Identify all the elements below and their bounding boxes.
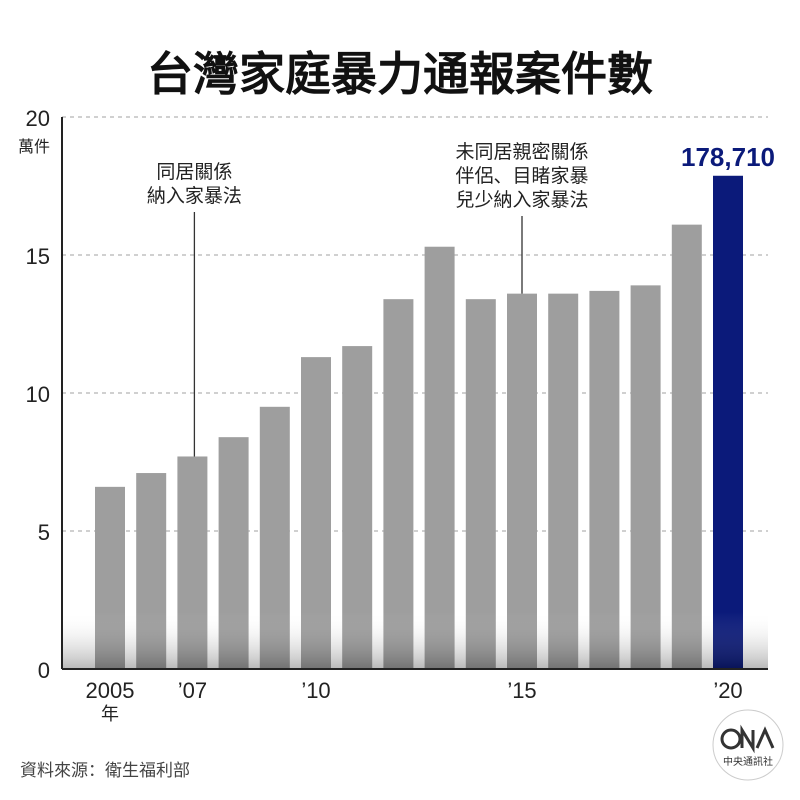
y-tick-label: 10: [26, 382, 50, 407]
bars: [95, 175, 743, 669]
logo-text: 中央通訊社: [723, 755, 773, 768]
bar-2020: [713, 175, 743, 669]
bar-2019: [671, 224, 702, 669]
x-tick-label: ’07: [178, 678, 207, 703]
bar-2017: [589, 290, 620, 669]
highlight-value-label: 178,710: [681, 142, 775, 172]
y-unit-label: 萬件: [18, 137, 50, 156]
chart-title: 台灣家庭暴力通報案件數: [147, 47, 653, 101]
bar-2016: [548, 293, 579, 669]
bottom-shading: [62, 612, 768, 669]
annotation-text: 未同居親密關係: [455, 141, 588, 163]
x-tick-label: 2005: [86, 678, 135, 703]
bar-2012: [383, 299, 414, 669]
gridlines: [62, 116, 768, 532]
y-tick-labels: 0 5 10 15 20: [26, 106, 50, 683]
x-unit-label: 年: [101, 704, 119, 724]
y-tick-label: 0: [38, 658, 50, 683]
annotation-text: 兒少納入家暴法: [455, 189, 588, 211]
y-tick-label: 20: [26, 106, 50, 131]
y-tick-label: 5: [38, 520, 50, 545]
source-note: 資料來源：衛生福利部: [20, 761, 190, 781]
x-tick-label: ’20: [713, 678, 742, 703]
cna-logo-icon: 中央通訊社: [712, 709, 784, 781]
bar-2014: [465, 299, 496, 669]
y-tick-label: 15: [26, 244, 50, 269]
x-tick-label: ’10: [301, 678, 330, 703]
x-tick-label: ’15: [507, 678, 536, 703]
x-tick-labels: 2005 ’07 ’10 ’15 ’20: [86, 678, 743, 703]
bar-2015: [507, 293, 537, 669]
annotation-text: 納入家暴法: [147, 185, 242, 207]
bar-2013: [424, 246, 455, 669]
annotation-text: 伴侶、目睹家暴: [455, 165, 588, 187]
annotation-text: 同居關係: [156, 161, 232, 183]
bar-2018: [630, 285, 661, 669]
